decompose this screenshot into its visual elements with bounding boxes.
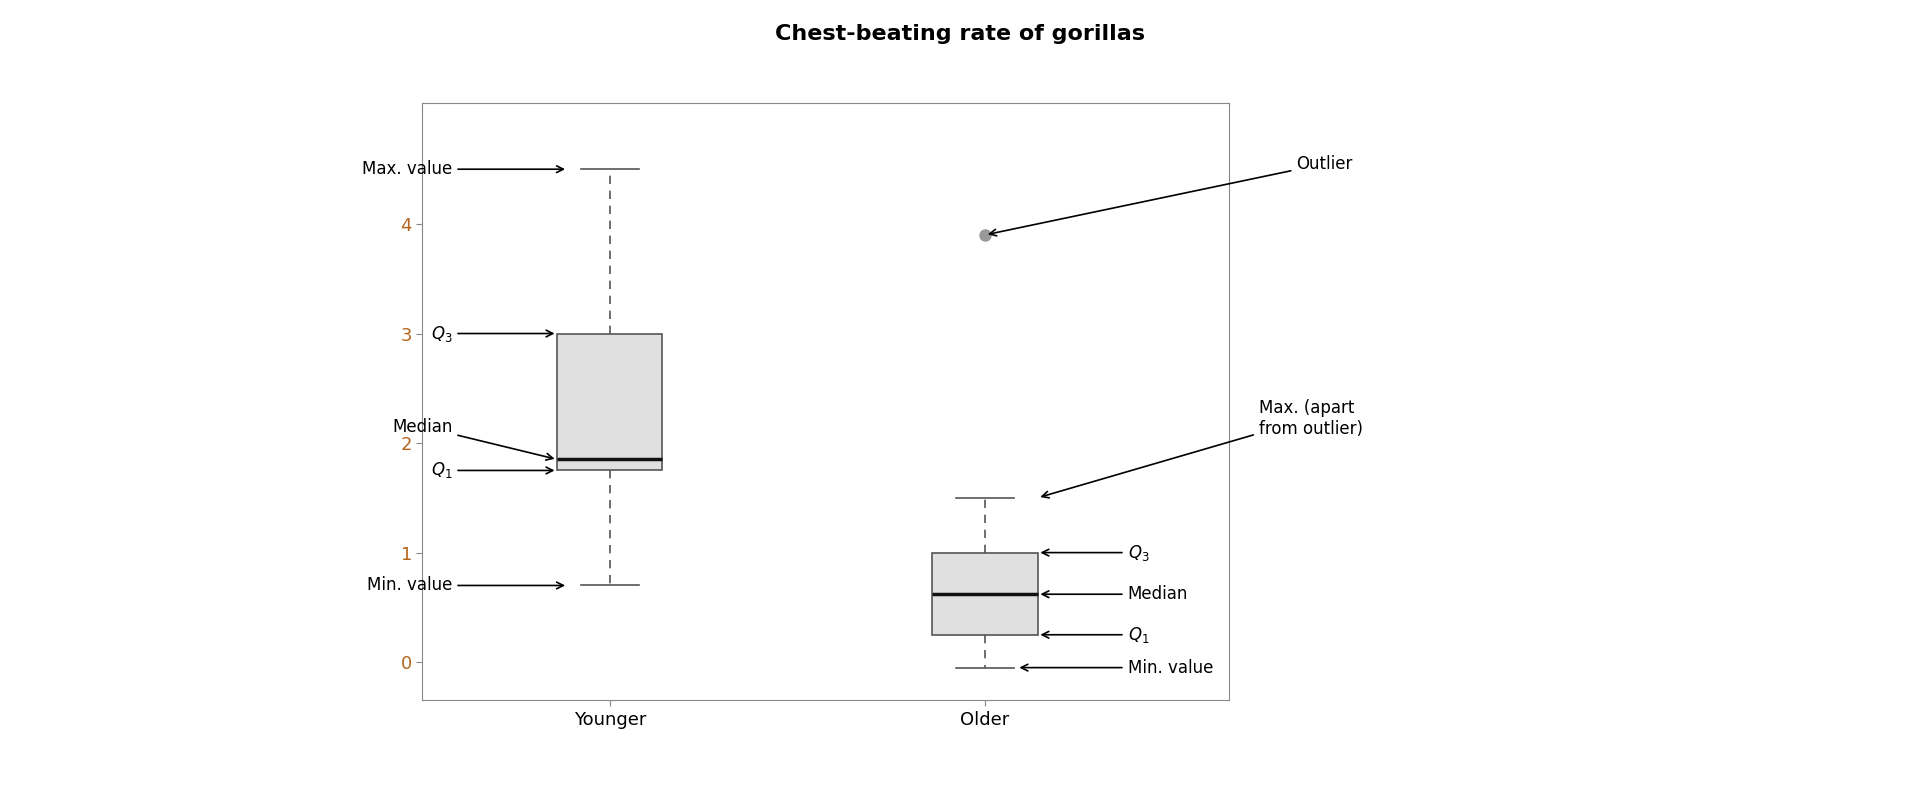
Text: Median: Median	[1043, 585, 1188, 603]
Text: $Q_3$: $Q_3$	[430, 323, 553, 344]
Text: Outlier: Outlier	[989, 154, 1354, 236]
Bar	[933, 552, 1037, 634]
Text: Median: Median	[392, 418, 553, 460]
Text: $Q_1$: $Q_1$	[430, 460, 553, 481]
Text: $Q_3$: $Q_3$	[1043, 543, 1148, 563]
Text: Chest-beating rate of gorillas: Chest-beating rate of gorillas	[776, 24, 1144, 44]
Text: Max. value: Max. value	[363, 160, 563, 178]
Text: Min. value: Min. value	[367, 576, 563, 595]
Text: Min. value: Min. value	[1021, 658, 1213, 677]
Text: Max. (apart
from outlier): Max. (apart from outlier)	[1043, 399, 1363, 498]
Text: $Q_1$: $Q_1$	[1043, 625, 1148, 645]
Bar	[557, 334, 662, 470]
